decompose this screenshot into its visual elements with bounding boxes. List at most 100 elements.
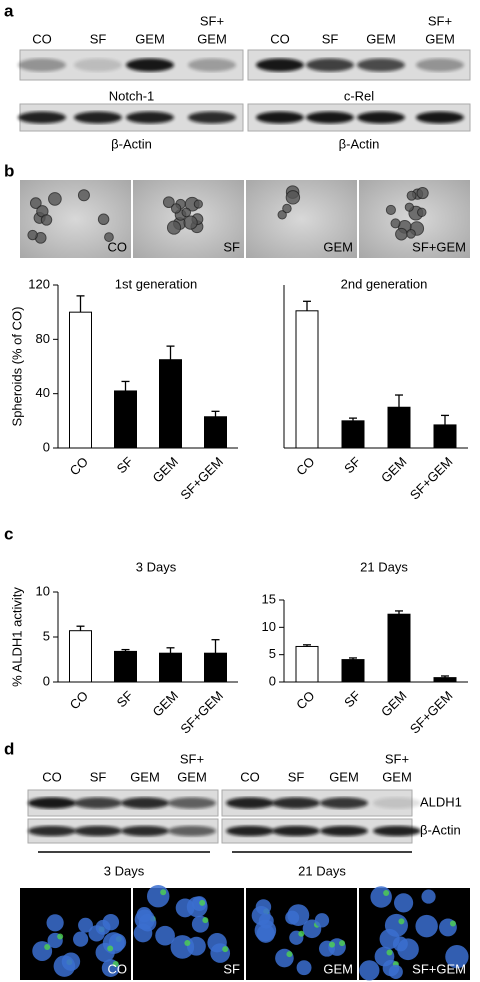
- nucleus: [136, 907, 152, 923]
- x-tick-label: GEM: [149, 454, 181, 486]
- lane-label: GEM: [366, 31, 396, 46]
- blot-band: [18, 58, 66, 72]
- stain: [44, 944, 51, 951]
- bar: [341, 420, 365, 449]
- image-label: GEM: [323, 239, 353, 254]
- cell: [166, 220, 182, 235]
- lane-label: SF: [90, 31, 107, 46]
- chart-title: 2nd generation: [341, 276, 428, 291]
- bar: [159, 652, 182, 683]
- x-tick-label: CO: [67, 454, 91, 478]
- lane-label: SF: [288, 769, 305, 784]
- image-label: GEM: [323, 961, 353, 976]
- stain: [112, 961, 119, 968]
- x-tick-label: SF: [114, 688, 136, 710]
- cell: [104, 232, 114, 242]
- cell: [416, 186, 429, 200]
- y-tick-label: 80: [36, 331, 50, 346]
- lane-label: SF+: [385, 751, 409, 766]
- blot-band: [256, 111, 304, 124]
- bar: [433, 424, 457, 449]
- group-label: 3 Days: [104, 863, 145, 878]
- bar: [69, 630, 92, 683]
- chart-title: 1st generation: [115, 276, 197, 291]
- nucleus: [393, 893, 414, 913]
- stain: [160, 889, 167, 896]
- lane-label: SF+: [200, 13, 224, 28]
- x-tick-label: SF+GEM: [407, 454, 456, 503]
- stain: [339, 940, 346, 947]
- blot-band: [373, 825, 421, 837]
- x-tick-label: SF: [341, 688, 363, 710]
- x-tick-label: GEM: [378, 688, 410, 720]
- blot-label: β-Actin: [339, 136, 380, 151]
- blot-band: [272, 825, 320, 837]
- blot-band: [373, 797, 421, 809]
- stain: [222, 946, 229, 953]
- nucleus: [370, 886, 392, 908]
- lane-label: SF+: [428, 13, 452, 28]
- cell: [406, 190, 417, 201]
- nucleus: [445, 945, 469, 969]
- blot-band: [306, 111, 354, 124]
- bar: [295, 645, 319, 683]
- bar: [433, 677, 457, 683]
- cell: [40, 214, 53, 226]
- nucleus: [314, 913, 330, 928]
- lane-label: CO: [32, 31, 52, 46]
- nucleus: [170, 935, 195, 959]
- image-label: SF+GEM: [412, 239, 466, 254]
- image-label: SF+GEM: [412, 961, 466, 976]
- blot-band: [168, 797, 216, 809]
- blot-band: [74, 58, 122, 72]
- y-tick-label: 0: [43, 439, 50, 454]
- blot-band: [226, 797, 274, 809]
- stain: [57, 933, 64, 940]
- y-tick-label: 0: [269, 673, 276, 688]
- blot-band: [188, 111, 236, 124]
- bar: [387, 406, 411, 449]
- blot-label: c-Rel: [344, 88, 374, 103]
- bar: [159, 359, 182, 449]
- lane-label: GEM: [382, 769, 412, 784]
- x-tick-label: SF+GEM: [407, 688, 456, 737]
- bar: [295, 310, 319, 449]
- x-tick-label: SF+GEM: [177, 454, 226, 503]
- cell: [193, 199, 203, 209]
- stain: [383, 889, 390, 896]
- cell: [183, 215, 198, 230]
- blot-band: [28, 797, 76, 809]
- cell: [417, 207, 427, 218]
- x-tick-label: CO: [293, 454, 317, 478]
- image-label: CO: [108, 961, 128, 976]
- cell: [77, 189, 90, 202]
- chart-title: 3 Days: [136, 559, 177, 574]
- image-label: SF: [223, 239, 240, 254]
- image-label: CO: [108, 239, 128, 254]
- bar: [204, 416, 227, 449]
- y-axis-label: % ALDH1 activity: [9, 587, 24, 687]
- stain: [298, 930, 305, 937]
- lane-label: GEM: [197, 31, 227, 46]
- lane-label: SF+: [180, 751, 204, 766]
- stain: [202, 917, 209, 924]
- bar: [341, 659, 365, 683]
- cell: [385, 204, 396, 215]
- blot-band: [121, 797, 169, 809]
- blot-band: [74, 111, 122, 124]
- x-tick-label: CO: [67, 688, 91, 712]
- bar: [114, 650, 137, 683]
- nucleus: [147, 885, 170, 908]
- nucleus: [255, 899, 272, 915]
- nucleus: [254, 919, 277, 942]
- y-tick-label: 5: [43, 628, 50, 643]
- stain: [386, 949, 393, 956]
- cell: [181, 207, 192, 218]
- lane-label: CO: [42, 769, 62, 784]
- stain: [286, 951, 293, 958]
- x-tick-label: SF+GEM: [177, 688, 226, 737]
- lane-label: GEM: [329, 769, 359, 784]
- blot-band: [18, 111, 66, 124]
- cell: [404, 202, 414, 212]
- blot-band: [320, 825, 368, 837]
